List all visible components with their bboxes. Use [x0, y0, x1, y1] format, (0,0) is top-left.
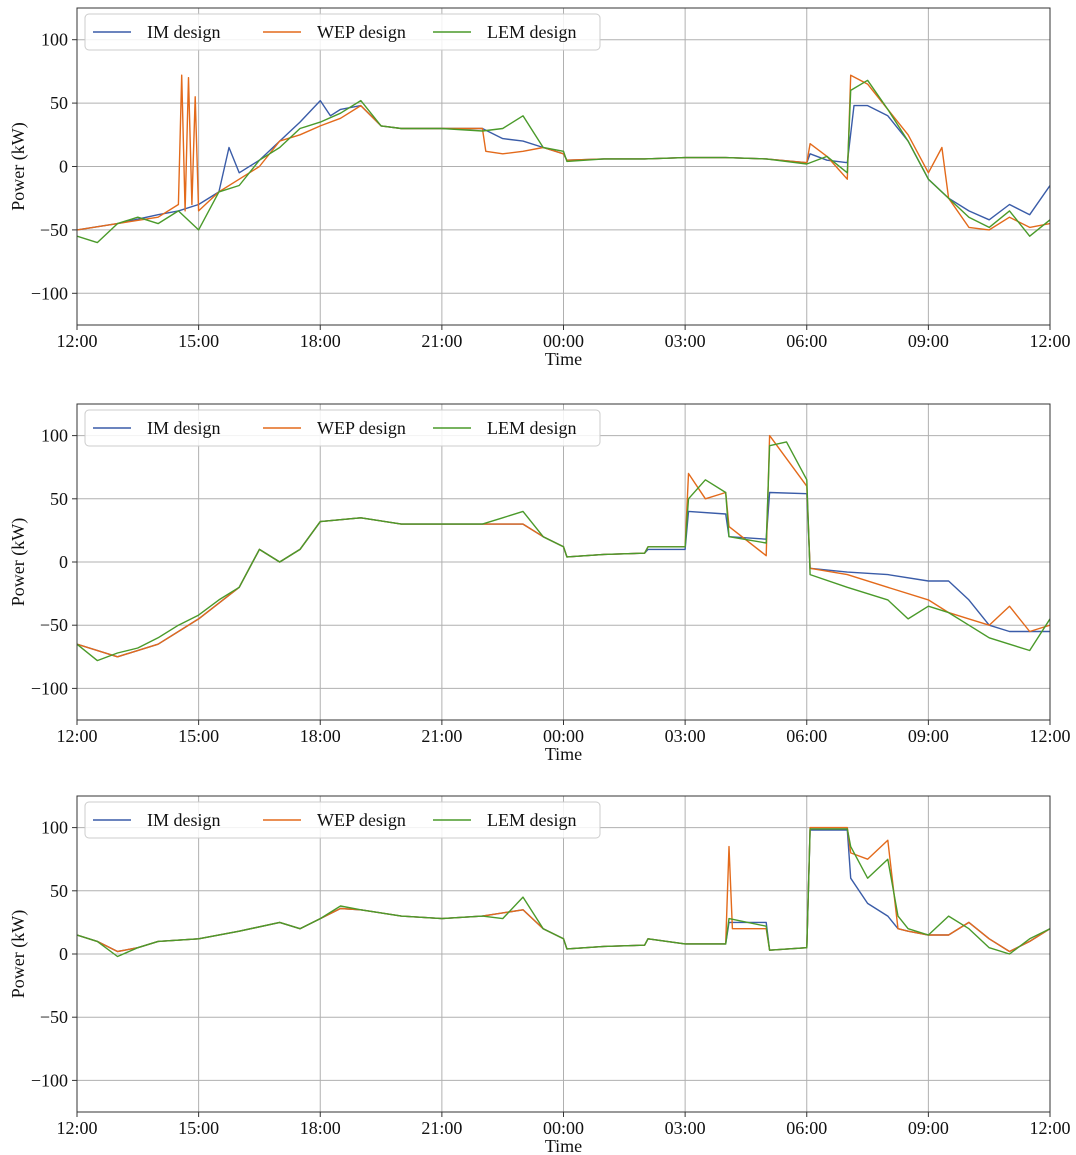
- y-axis-label: Power (kW): [8, 910, 29, 998]
- chart-panel-2: 12:00 15:00 18:00 21:00 00:00 03:00 06:00 09:00…: [8, 403, 1071, 764]
- x-axis-label: Time: [545, 1136, 582, 1155]
- y-tick-label: 0: [59, 552, 68, 572]
- y-tick-label: 100: [41, 818, 68, 838]
- legend: IM design WEP design LEM design: [84, 13, 601, 51]
- y-tick-label: −50: [40, 1007, 68, 1027]
- x-tick-label: 18:00: [300, 1118, 341, 1138]
- y-tick-label: 50: [50, 93, 68, 113]
- legend-label: LEM design: [487, 22, 577, 42]
- x-tick-label: 12:00: [56, 1118, 97, 1138]
- y-tick-label: 50: [50, 489, 68, 509]
- x-tick-label: 03:00: [665, 726, 706, 746]
- x-tick-label: 00:00: [543, 726, 584, 746]
- legend-label: WEP design: [317, 22, 406, 42]
- x-tick-label: 18:00: [300, 726, 341, 746]
- series-line-lem-design: [77, 828, 1050, 958]
- series-line-lem-design: [77, 441, 1050, 662]
- x-tick-label: 06:00: [786, 331, 827, 351]
- y-tick-label: −50: [40, 615, 68, 635]
- y-tick-label: 50: [50, 881, 68, 901]
- series-line-wep-design: [77, 74, 1050, 231]
- x-tick-label: 12:00: [1029, 726, 1070, 746]
- x-tick-label: 21:00: [421, 331, 462, 351]
- y-axis-label: Power (kW): [8, 518, 29, 606]
- x-axis-label: Time: [545, 744, 582, 764]
- x-tick-label: 12:00: [56, 331, 97, 351]
- legend-box: [84, 409, 601, 447]
- y-tick-label: −100: [31, 678, 68, 698]
- x-tick-label: 09:00: [908, 726, 949, 746]
- legend-label: IM design: [147, 418, 221, 438]
- x-tick-label: 18:00: [300, 331, 341, 351]
- series-line-lem-design: [77, 79, 1050, 244]
- x-tick-label: 12:00: [56, 726, 97, 746]
- y-tick-label: −50: [40, 220, 68, 240]
- legend-label: IM design: [147, 810, 221, 830]
- legend-label: LEM design: [487, 810, 577, 830]
- legend-box: [84, 13, 601, 51]
- y-tick-label: 100: [41, 426, 68, 446]
- chart-panel-3: 12:00 15:00 18:00 21:00 00:00 03:00 06:00 09:00…: [8, 795, 1071, 1155]
- x-tick-label: 09:00: [908, 1118, 949, 1138]
- x-tick-label: 12:00: [1029, 331, 1070, 351]
- x-tick-label: 03:00: [665, 1118, 706, 1138]
- legend: IM design WEP design LEM design: [84, 409, 601, 447]
- x-tick-label: 21:00: [421, 726, 462, 746]
- legend: IM design WEP design LEM design: [84, 801, 601, 839]
- y-tick-label: −100: [31, 283, 68, 303]
- y-tick-label: 0: [59, 944, 68, 964]
- y-axis-label: Power (kW): [8, 122, 29, 210]
- legend-label: WEP design: [317, 810, 406, 830]
- x-tick-label: 00:00: [543, 331, 584, 351]
- legend-box: [84, 801, 601, 839]
- x-tick-label: 21:00: [421, 1118, 462, 1138]
- x-tick-label: 15:00: [178, 726, 219, 746]
- legend-label: WEP design: [317, 418, 406, 438]
- x-tick-label: 09:00: [908, 331, 949, 351]
- x-tick-label: 15:00: [178, 331, 219, 351]
- y-tick-label: 100: [41, 30, 68, 50]
- y-tick-label: 0: [59, 157, 68, 177]
- y-tick-label: −100: [31, 1070, 68, 1090]
- x-tick-label: 12:00: [1029, 1118, 1070, 1138]
- chart-panel-1: 12:00 15:00 18:00 21:00 00:00 03:00 06:00 09:00…: [8, 7, 1071, 369]
- x-tick-label: 06:00: [786, 1118, 827, 1138]
- x-tick-label: 06:00: [786, 726, 827, 746]
- x-tick-label: 15:00: [178, 1118, 219, 1138]
- x-axis-label: Time: [545, 349, 582, 369]
- legend-label: LEM design: [487, 418, 577, 438]
- x-tick-label: 00:00: [543, 1118, 584, 1138]
- x-tick-label: 03:00: [665, 331, 706, 351]
- legend-label: IM design: [147, 22, 221, 42]
